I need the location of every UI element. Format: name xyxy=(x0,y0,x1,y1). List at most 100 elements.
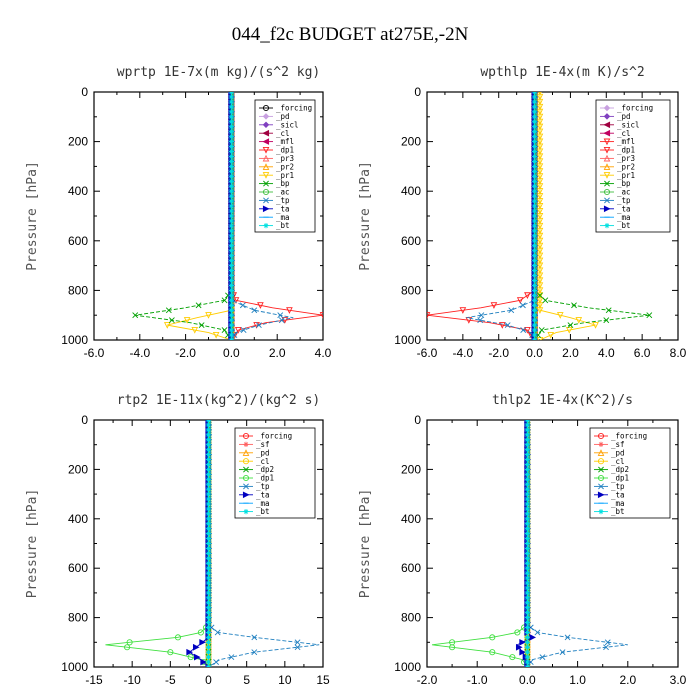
series-point xyxy=(459,307,467,314)
series-point xyxy=(228,104,234,110)
series-point xyxy=(228,233,234,239)
series-point xyxy=(228,238,234,244)
series-point xyxy=(524,491,530,497)
series-point xyxy=(531,94,538,100)
series-point xyxy=(478,312,485,319)
series-point xyxy=(524,456,530,463)
y-axis-label: Pressure [hPa] xyxy=(25,489,40,599)
series-point xyxy=(234,327,242,334)
series-line xyxy=(431,420,528,667)
series-point xyxy=(575,317,583,324)
series-point xyxy=(524,585,530,591)
series-point xyxy=(205,565,212,571)
series-point xyxy=(205,659,212,665)
series-point xyxy=(536,98,544,106)
panel-title: wprtp 1E-7x(m kg)/(s^2 kg) xyxy=(117,65,321,80)
x-tick-label: 4.0 xyxy=(598,346,615,360)
legend-swatch-marker xyxy=(597,449,605,456)
series-point xyxy=(531,307,538,313)
series-point xyxy=(536,188,544,195)
y-tick-label: 1000 xyxy=(394,333,421,347)
series-point xyxy=(205,447,212,453)
series-point xyxy=(524,540,530,547)
series-bt xyxy=(205,420,212,667)
series-point xyxy=(531,248,538,254)
series-point xyxy=(240,327,247,333)
series-point xyxy=(538,327,545,333)
legend-label: _bt xyxy=(256,507,270,516)
legend-swatch-marker xyxy=(597,432,605,440)
legend-swatch-marker xyxy=(603,154,611,162)
series-point xyxy=(213,659,220,665)
series-point xyxy=(477,317,484,324)
series-point xyxy=(524,466,530,472)
series-point xyxy=(531,178,538,184)
legend-label: _bt xyxy=(276,221,290,230)
series-point xyxy=(524,595,530,601)
y-tick-label: 1000 xyxy=(394,660,421,674)
series-point xyxy=(228,218,234,224)
legend-label: _cl xyxy=(617,129,631,138)
series-point xyxy=(205,545,212,552)
series-point xyxy=(205,560,212,566)
series-point xyxy=(531,292,538,298)
series-point xyxy=(255,322,262,329)
legend-label: _ta xyxy=(611,490,625,499)
series-point xyxy=(536,123,544,131)
series-point xyxy=(205,535,212,542)
series-point xyxy=(205,481,212,487)
legend-swatch-marker xyxy=(604,180,610,187)
y-tick-label: 600 xyxy=(68,561,88,575)
series-point xyxy=(277,312,284,319)
x-tick-label: -2.0 xyxy=(417,673,438,687)
series-point xyxy=(205,644,212,650)
legend-swatch-marker xyxy=(597,491,605,499)
series-point xyxy=(205,432,212,438)
series-line xyxy=(105,420,209,667)
legend-swatch-marker xyxy=(263,180,269,187)
legend-label: _pd xyxy=(256,448,270,457)
series-point xyxy=(531,193,538,199)
y-tick-label: 600 xyxy=(401,234,421,248)
series-point xyxy=(564,634,571,641)
series-point xyxy=(205,466,212,472)
series-point xyxy=(524,535,530,542)
legend-swatch-marker xyxy=(242,491,250,499)
series-point xyxy=(205,639,212,645)
series-point xyxy=(228,188,234,194)
series-point xyxy=(519,638,526,646)
series-point xyxy=(228,223,234,229)
legend-swatch-marker xyxy=(262,188,270,196)
series-line xyxy=(230,92,294,340)
series-point xyxy=(531,183,538,189)
series-point xyxy=(228,332,234,338)
series-point xyxy=(531,208,538,214)
series-point xyxy=(524,649,530,655)
legend-swatch-marker xyxy=(598,483,604,490)
legend-label: _ma xyxy=(256,499,270,508)
legend-label: _forcing xyxy=(256,432,292,441)
series-point xyxy=(197,629,204,636)
series-point xyxy=(524,629,530,636)
legend-label: _pd xyxy=(276,112,290,121)
series-point xyxy=(205,491,212,497)
series-point xyxy=(251,649,258,656)
series-point xyxy=(531,297,538,303)
legend-swatch-marker xyxy=(262,121,270,129)
series-point xyxy=(534,629,541,636)
series-point xyxy=(536,272,544,280)
series-point xyxy=(536,217,544,225)
series-point xyxy=(205,649,212,655)
series-point xyxy=(251,634,258,641)
legend-box xyxy=(589,427,671,519)
y-tick-label: 600 xyxy=(401,561,421,575)
series-point xyxy=(228,153,234,160)
series-line xyxy=(539,92,596,340)
series-point xyxy=(524,600,530,606)
legend-label: _cl xyxy=(256,457,270,466)
series-point xyxy=(524,654,530,660)
legend-label: _sicl xyxy=(617,120,640,129)
series-point xyxy=(489,634,496,641)
series-pr1 xyxy=(536,92,599,340)
series-point xyxy=(524,521,530,527)
